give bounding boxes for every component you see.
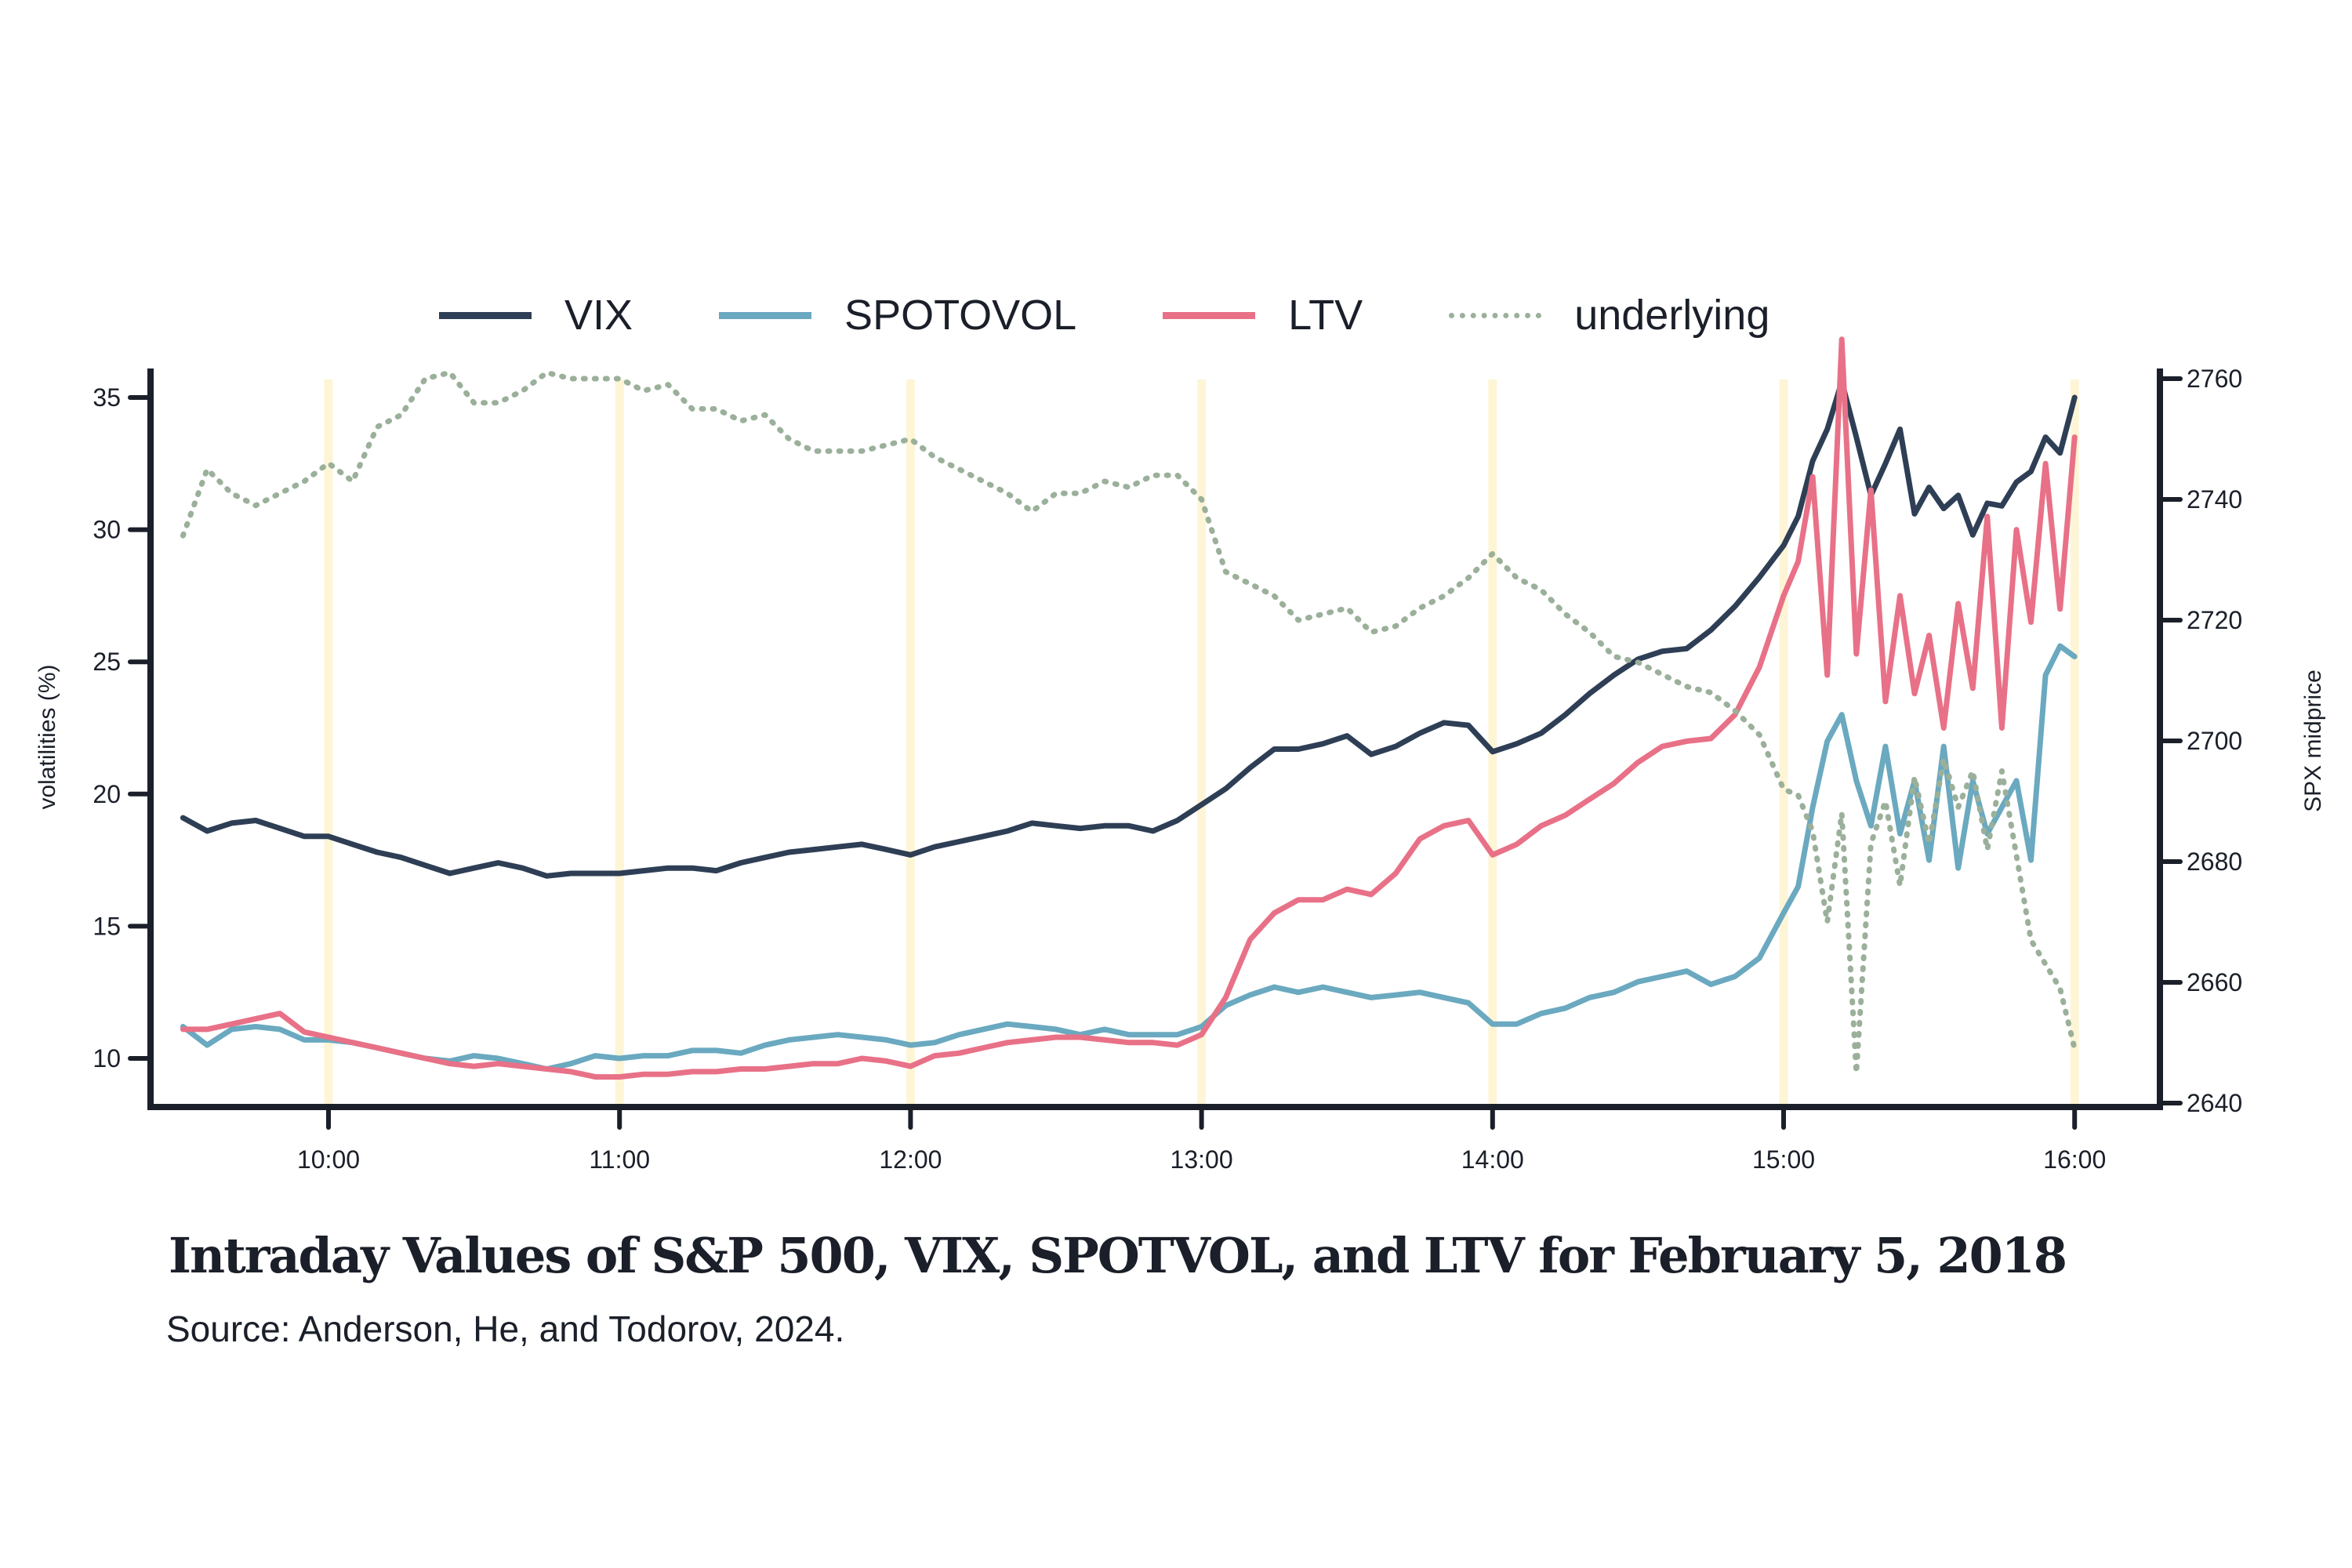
legend-item-ltv[interactable]: LTV (1163, 291, 1363, 339)
y-tick-label: 20 (93, 780, 121, 808)
y2-tick-label: 2740 (2187, 485, 2242, 514)
legend-swatch-spotovol (719, 311, 812, 319)
legend-label: underlying (1574, 292, 1770, 339)
x-tick-label: 16:00 (2043, 1145, 2106, 1174)
y2-tick-label: 2680 (2187, 848, 2242, 876)
legend-swatch-ltv (1163, 311, 1256, 319)
series-line-ltv (180, 336, 2078, 1080)
x-tick-label: 10:00 (297, 1145, 360, 1174)
chart-title: Intraday Values of S&P 500, VIX, SPOTVOL… (169, 1227, 2067, 1284)
y-axis-label: volatilities (%) (34, 664, 60, 809)
y-tick-label: 35 (93, 383, 121, 412)
legend-swatch-vix (439, 311, 532, 319)
y-tick-label: 10 (93, 1044, 121, 1073)
series-group (180, 336, 2078, 1080)
x-tick-label: 14:00 (1461, 1145, 1524, 1174)
legend: VIX SPOTOVOL LTV underlying (439, 284, 1856, 347)
legend-swatch-underlying (1449, 312, 1542, 318)
legend-item-underlying[interactable]: underlying (1449, 291, 1769, 339)
y2-tick-label: 2660 (2187, 968, 2242, 996)
legend-label: LTV (1288, 292, 1363, 339)
legend-item-vix[interactable]: VIX (439, 291, 633, 339)
y2-tick-label: 2760 (2187, 365, 2242, 393)
y2-tick-label: 2640 (2187, 1089, 2242, 1117)
ticks: 10:00 11:00 12:00 13:00 14:00 15:00 16:00 10 15 2… (93, 365, 2242, 1174)
x-tick-label: 11:00 (589, 1145, 650, 1174)
series-line-vix (180, 379, 2078, 879)
y-tick-label: 25 (93, 648, 121, 676)
series-line-spotovol (180, 643, 2078, 1072)
x-tick-label: 13:00 (1171, 1145, 1233, 1174)
legend-label: SPOTOVOL (844, 292, 1077, 339)
x-tick-label: 15:00 (1752, 1145, 1815, 1174)
chart-source: Source: Anderson, He, and Todorov, 2024. (166, 1308, 845, 1349)
series-line-underlying (180, 369, 2078, 1076)
y2-axis-label: SPX midprice (2300, 670, 2326, 812)
legend-label: VIX (564, 292, 633, 339)
axes (147, 368, 2163, 1110)
y-tick-label: 30 (93, 516, 121, 544)
y2-tick-label: 2720 (2187, 606, 2242, 634)
y2-tick-label: 2700 (2187, 727, 2242, 755)
y-tick-label: 15 (93, 912, 121, 940)
x-tick-label: 12:00 (879, 1145, 942, 1174)
legend-item-spotovol[interactable]: SPOTOVOL (719, 291, 1076, 339)
